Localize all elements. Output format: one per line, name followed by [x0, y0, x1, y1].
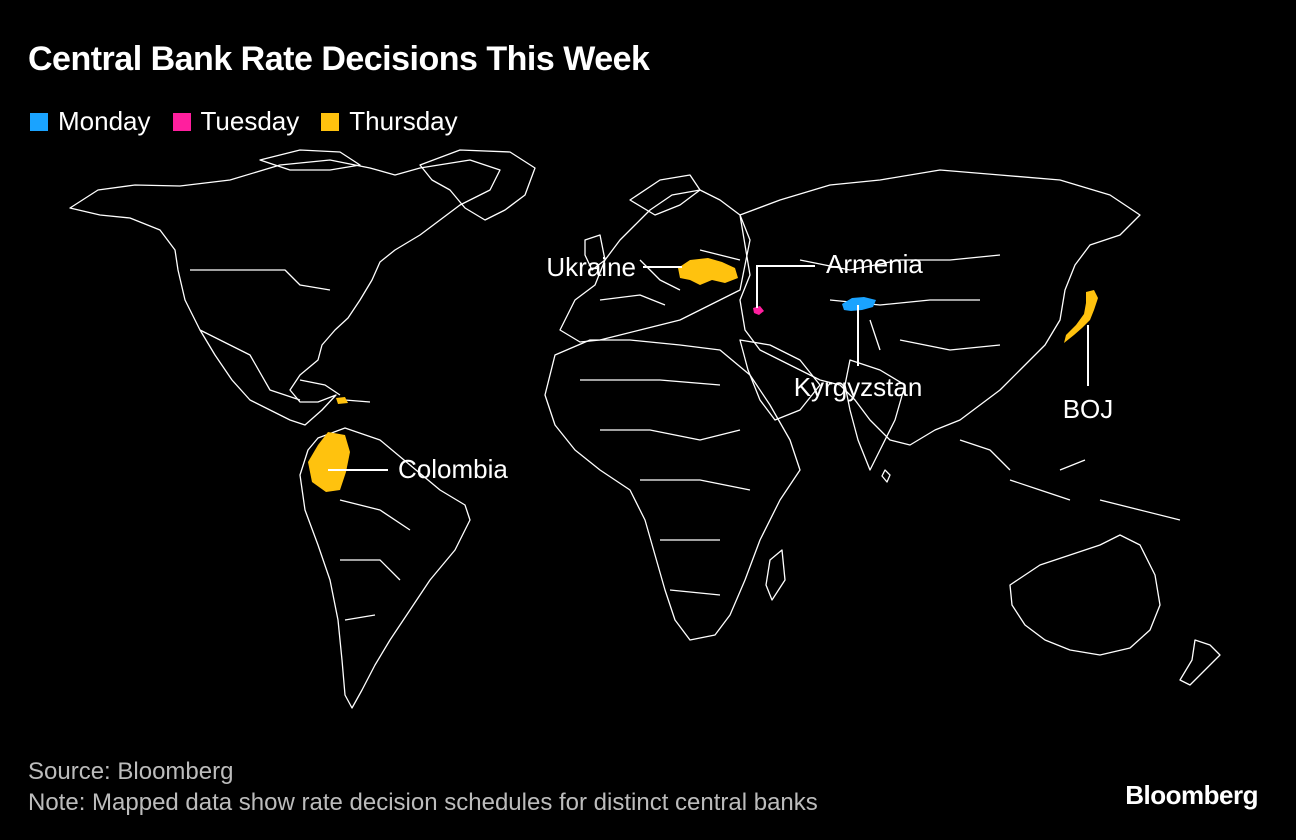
armenia-leader-line [756, 265, 815, 308]
source-text: Source: Bloomberg [28, 758, 234, 785]
ukraine-shape [678, 258, 738, 285]
japan-shape [1064, 290, 1098, 343]
southeast-asia-islands-outline [959, 439, 1181, 521]
legend-label-tuesday: Tuesday [200, 106, 300, 136]
legend-item-tuesday: Tuesday [172, 106, 300, 137]
kyrgyzstan-shape [842, 297, 876, 311]
leader-lines [328, 265, 1089, 471]
us-canada-border [190, 269, 331, 291]
new-zealand-outline [1179, 639, 1221, 686]
australia-outline [1009, 534, 1161, 656]
africa-borders [580, 379, 751, 596]
map-labels: Ukraine Armenia Kyrgyzstan BOJ Colombia [398, 249, 1113, 484]
madagascar-outline [765, 549, 786, 601]
greenland-outline [419, 149, 536, 221]
armenia-shape [753, 306, 764, 315]
uk-outline [584, 234, 606, 271]
label-armenia: Armenia [826, 249, 923, 279]
country-outlines [69, 149, 1221, 709]
europe-outline [559, 189, 751, 343]
legend-swatch-thursday [321, 112, 340, 131]
chart-title: Central Bank Rate Decisions This Week [28, 40, 650, 78]
legend-item-thursday: Thursday [321, 106, 458, 137]
label-ukraine: Ukraine [546, 252, 636, 282]
colombia-shape [308, 432, 350, 492]
legend: Monday Tuesday Thursday [30, 106, 458, 137]
legend-swatch-monday [30, 112, 48, 131]
africa-outline [544, 339, 801, 641]
highlighted-countries [308, 258, 1098, 492]
legend-swatch-tuesday [172, 112, 191, 131]
legend-label-monday: Monday [58, 106, 151, 136]
scandinavia-outline [629, 174, 701, 216]
india-outline [844, 359, 906, 471]
legend-item-monday: Monday [30, 106, 151, 137]
north-america-outline [69, 159, 501, 426]
mexico-outline [199, 329, 301, 401]
brand-logo: Bloomberg [1125, 780, 1258, 810]
sri-lanka-outline [881, 469, 891, 483]
legend-label-thursday: Thursday [349, 106, 458, 136]
asia-borders [799, 254, 1001, 351]
dominican-republic-shape [336, 397, 348, 404]
asia-outline [739, 169, 1141, 446]
arctic-islands-outline [259, 149, 361, 171]
note-text: Note: Mapped data show rate decision sch… [28, 789, 818, 816]
label-colombia: Colombia [398, 454, 508, 484]
label-boj: BOJ [1063, 394, 1114, 424]
south-america-outline [299, 427, 471, 709]
south-america-borders [339, 499, 411, 621]
caribbean-islands-outline [299, 379, 371, 403]
footer: Source: Bloomberg Note: Mapped data show… [28, 756, 818, 818]
middle-east-outline [739, 339, 821, 421]
label-kyrgyzstan: Kyrgyzstan [794, 372, 923, 402]
